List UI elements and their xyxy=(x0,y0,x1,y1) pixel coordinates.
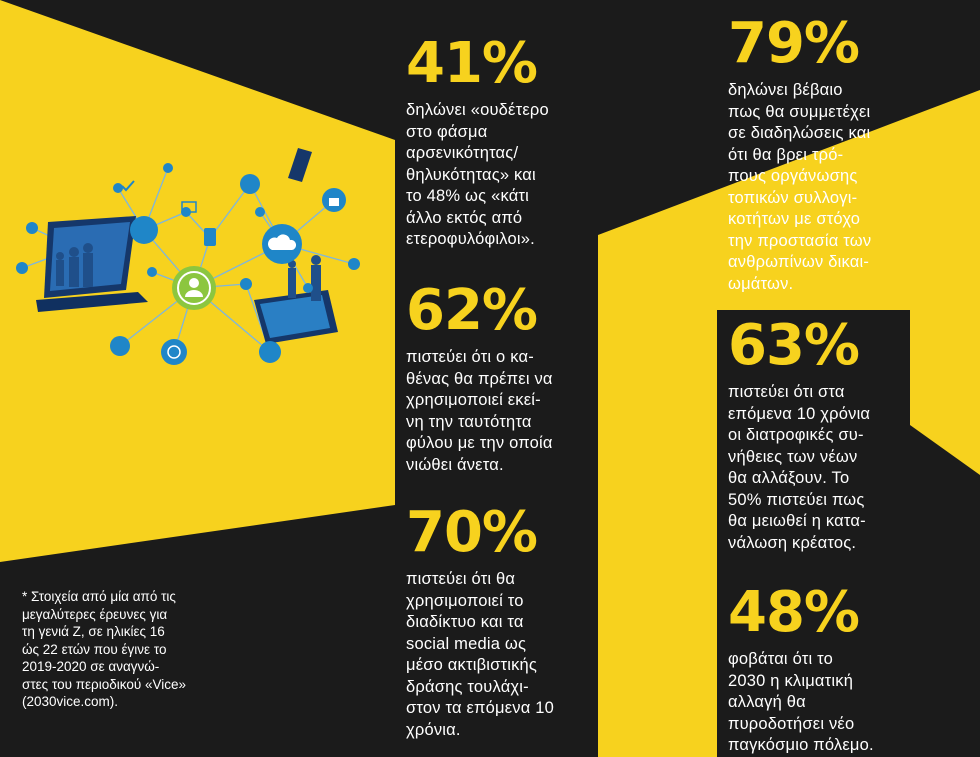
stat-41: 41% δηλώνει «ουδέτερο στο φάσμα αρσενικό… xyxy=(406,36,549,251)
black-column-left xyxy=(395,0,598,757)
stat-percentage: 79% xyxy=(728,11,860,76)
black-diagonal-top-right xyxy=(598,0,980,235)
stat-70: 70% πιστεύει ότι θα χρησιμοποιεί το διαδ… xyxy=(406,505,554,741)
stat-percentage: 48% xyxy=(728,580,860,645)
stat-percentage: 70% xyxy=(406,500,538,565)
stat-description: δηλώνει βέβαιο πως θα συμμετέχει σε διαδ… xyxy=(728,81,872,293)
stat-63: 63% πιστεύει ότι στα επόμενα 10 χρόνια ο… xyxy=(728,318,870,554)
stat-description: πιστεύει ότι στα επόμενα 10 χρόνια οι δι… xyxy=(728,383,871,552)
network-illustration xyxy=(16,148,360,365)
stat-description: πιστεύει ότι θα χρησιμοποιεί το διαδίκτυ… xyxy=(406,570,554,739)
stat-62: 62% πιστεύει ότι ο κα- θένας θα πρέπει ν… xyxy=(406,283,553,476)
stat-percentage: 41% xyxy=(406,31,538,96)
black-diagonal-bottom-right xyxy=(910,425,980,757)
footnote: * Στοιχεία από μία από τις μεγαλύτερες έ… xyxy=(22,589,187,709)
stat-percentage: 63% xyxy=(728,313,860,378)
stat-48: 48% φοβάται ότι το 2030 η κλιματική αλλα… xyxy=(728,585,874,757)
black-diagonal-top-left xyxy=(0,0,395,140)
stat-79: 79% δηλώνει βέβαιο πως θα συμμετέχει σε … xyxy=(728,16,871,295)
stat-percentage: 62% xyxy=(406,278,538,343)
stat-description: δηλώνει «ουδέτερο στο φάσμα αρσενικότητα… xyxy=(406,101,549,248)
black-column-right xyxy=(717,310,910,757)
stat-description: φοβάται ότι το 2030 η κλιματική αλλαγή θ… xyxy=(728,650,874,754)
black-diagonal-bottom-left xyxy=(0,505,395,757)
stat-description: πιστεύει ότι ο κα- θένας θα πρέπει να χρ… xyxy=(406,348,553,474)
